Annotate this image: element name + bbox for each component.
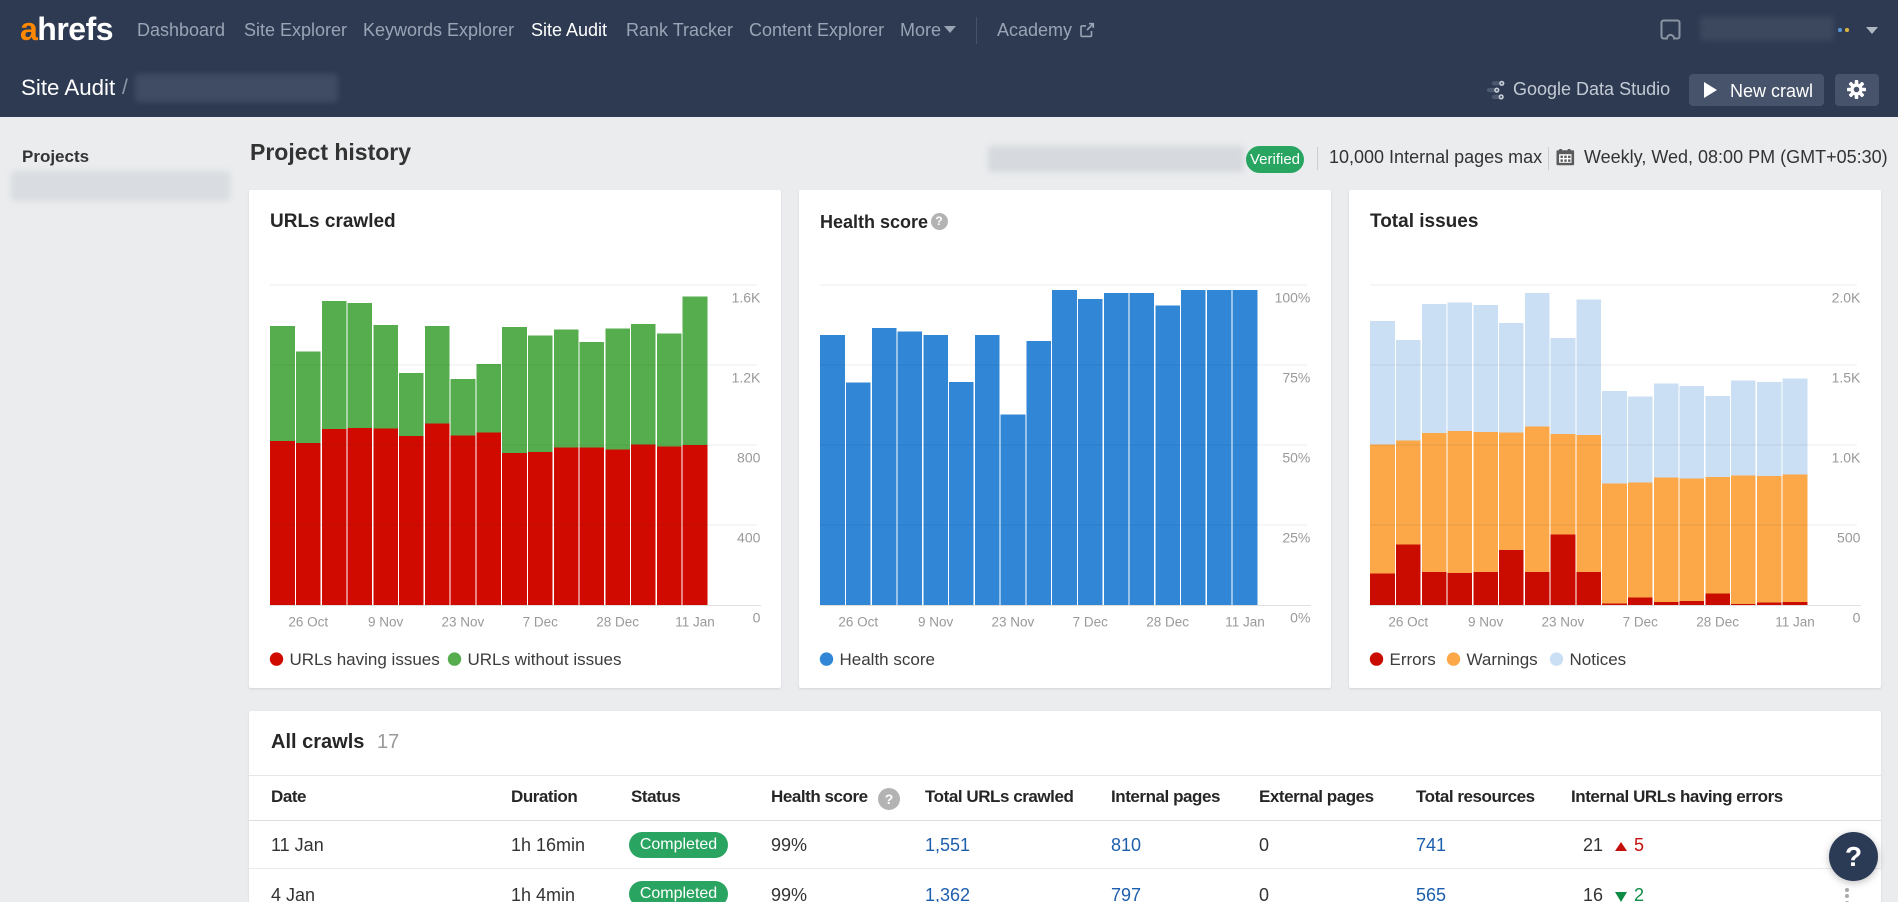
svg-text:1.2K: 1.2K xyxy=(732,370,761,386)
svg-text:23 Nov: 23 Nov xyxy=(442,615,485,630)
svg-text:11 Jan: 11 Jan xyxy=(675,615,715,630)
svg-text:26 Oct: 26 Oct xyxy=(1388,615,1428,630)
svg-text:400: 400 xyxy=(737,530,761,546)
svg-text:28 Dec: 28 Dec xyxy=(1696,615,1739,630)
svg-text:Health score: Health score xyxy=(840,650,935,669)
svg-text:9 Nov: 9 Nov xyxy=(1468,615,1504,630)
svg-text:26 Oct: 26 Oct xyxy=(288,615,328,630)
svg-text:URLs without issues: URLs without issues xyxy=(468,650,622,669)
svg-text:1.6K: 1.6K xyxy=(732,290,761,306)
svg-text:800: 800 xyxy=(737,450,761,466)
svg-text:1.5K: 1.5K xyxy=(1832,370,1861,386)
svg-text:0: 0 xyxy=(1853,610,1861,626)
svg-text:Errors: Errors xyxy=(1390,650,1436,669)
svg-text:1.0K: 1.0K xyxy=(1832,450,1861,466)
svg-text:0%: 0% xyxy=(1290,610,1310,626)
svg-text:28 Dec: 28 Dec xyxy=(596,615,639,630)
svg-text:7 Dec: 7 Dec xyxy=(1073,615,1109,630)
svg-text:23 Nov: 23 Nov xyxy=(1542,615,1585,630)
svg-text:25%: 25% xyxy=(1282,530,1310,546)
svg-text:7 Dec: 7 Dec xyxy=(523,615,559,630)
svg-text:26 Oct: 26 Oct xyxy=(838,615,878,630)
svg-text:0: 0 xyxy=(753,610,761,626)
svg-text:100%: 100% xyxy=(1275,290,1311,306)
svg-text:75%: 75% xyxy=(1282,370,1310,386)
svg-text:2.0K: 2.0K xyxy=(1832,290,1861,306)
svg-text:50%: 50% xyxy=(1282,450,1310,466)
svg-text:9 Nov: 9 Nov xyxy=(918,615,954,630)
svg-text:11 Jan: 11 Jan xyxy=(1775,615,1815,630)
svg-text:7 Dec: 7 Dec xyxy=(1623,615,1659,630)
svg-text:500: 500 xyxy=(1837,530,1861,546)
svg-text:9 Nov: 9 Nov xyxy=(368,615,404,630)
svg-text:Warnings: Warnings xyxy=(1467,650,1538,669)
svg-text:11 Jan: 11 Jan xyxy=(1225,615,1265,630)
svg-text:URLs having issues: URLs having issues xyxy=(290,650,440,669)
svg-text:23 Nov: 23 Nov xyxy=(992,615,1035,630)
svg-text:28 Dec: 28 Dec xyxy=(1146,615,1189,630)
svg-text:Notices: Notices xyxy=(1570,650,1627,669)
